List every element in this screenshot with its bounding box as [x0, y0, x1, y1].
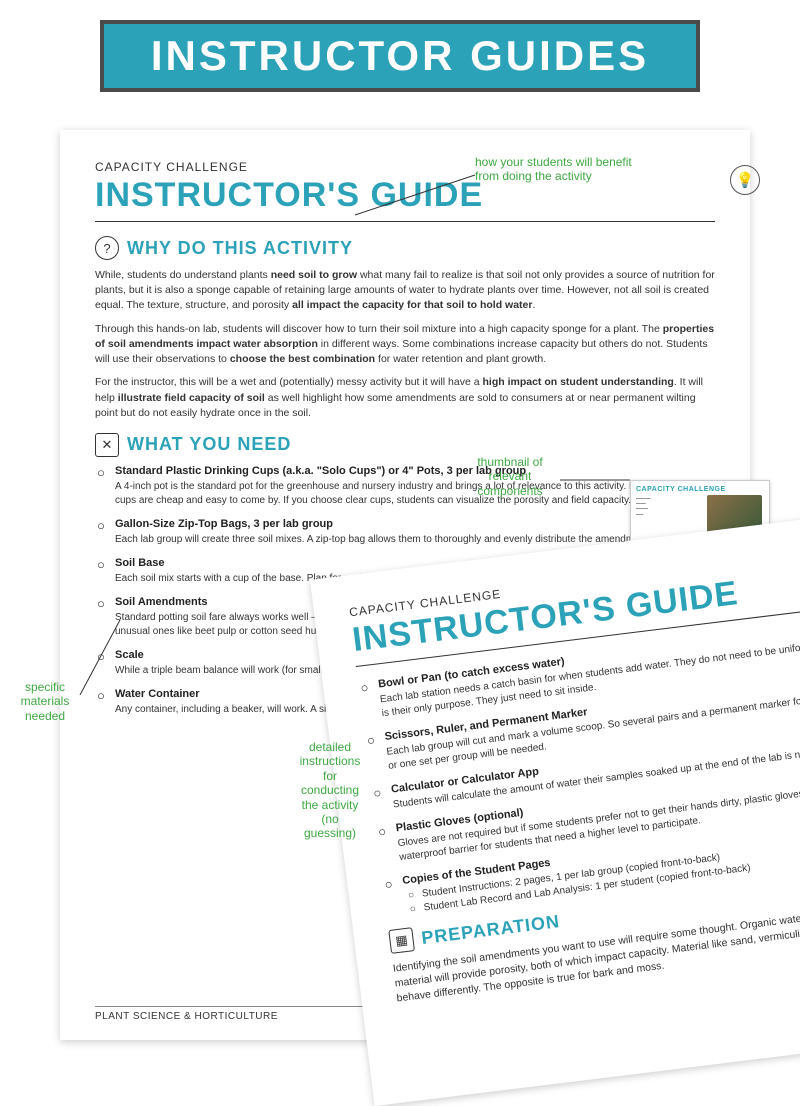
section-need-head: ✕ WHAT YOU NEED [95, 433, 715, 457]
why-p3: For the instructor, this will be a wet a… [95, 375, 715, 421]
callout-line-1 [350, 170, 480, 220]
prep-icon: ▦ [388, 927, 415, 954]
callout-materials: specificmaterialsneeded [10, 680, 80, 723]
why-p1: While, students do understand plants nee… [95, 268, 715, 314]
page-2: CAPACITY CHALLENGE INSTRUCTOR'S GUIDE Bo… [310, 512, 800, 1106]
callout-thumbnail: thumbnail ofrelevantcomponents [460, 455, 560, 498]
why-p2: Through this hands-on lab, students will… [95, 322, 715, 368]
callout-line-2 [555, 470, 635, 490]
banner-text: INSTRUCTOR GUIDES [104, 32, 696, 80]
title-rule [95, 221, 715, 222]
banner: INSTRUCTOR GUIDES [100, 20, 700, 92]
materials-list-2: Bowl or Pan (to catch excess water)Each … [358, 621, 800, 918]
callout-benefit: how your students will benefitfrom doing… [475, 155, 675, 184]
section-why-head: ? WHY DO THIS ACTIVITY [95, 236, 715, 260]
question-icon: ? [95, 236, 119, 260]
callout-line-3 [75, 615, 125, 700]
section-why-title: WHY DO THIS ACTIVITY [127, 238, 353, 259]
thumb-title: CAPACITY CHALLENGE [636, 486, 764, 493]
lightbulb-icon: 💡 [730, 165, 760, 195]
callout-instructions: detailedinstructionsforconductingthe act… [285, 740, 375, 841]
section-need-title: WHAT YOU NEED [127, 434, 291, 455]
ruler-icon: ✕ [95, 433, 119, 457]
